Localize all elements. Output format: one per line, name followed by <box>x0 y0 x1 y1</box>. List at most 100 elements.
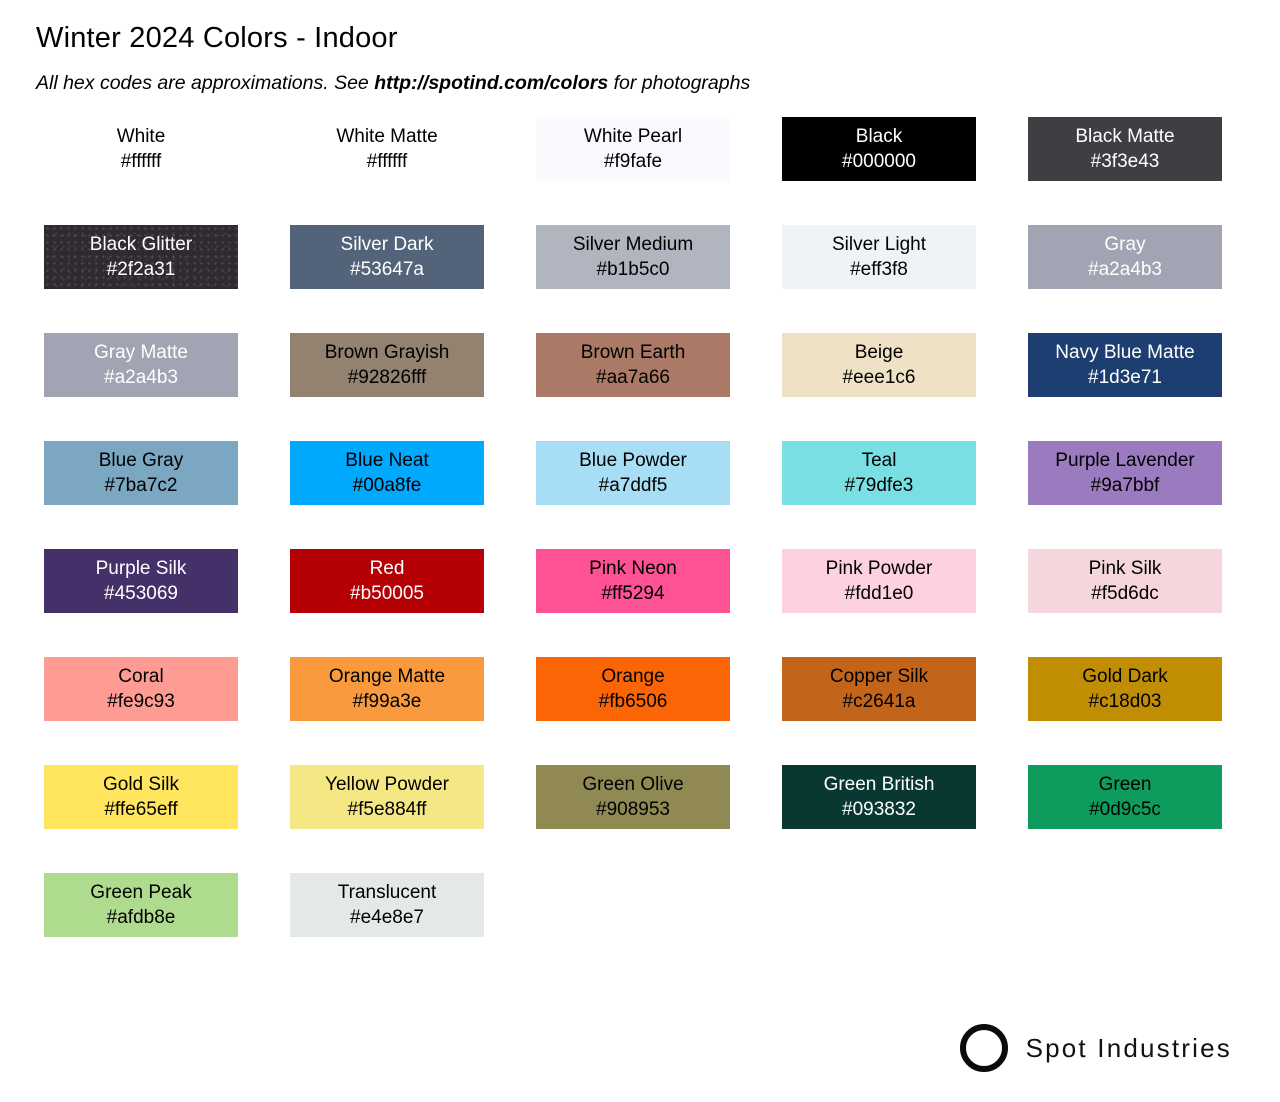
swatch-hex: #e4e8e7 <box>350 907 424 928</box>
swatch-hex: #a7ddf5 <box>598 475 668 496</box>
subtitle-url: http://spotind.com/colors <box>374 72 609 94</box>
color-swatch: Yellow Powder #f5e884ff <box>290 765 484 829</box>
swatch-name: Gray Matte <box>94 342 188 363</box>
page-title: Winter 2024 Colors - Indoor <box>36 22 398 54</box>
swatch-name: Teal <box>861 450 897 471</box>
swatch-name: Gold Silk <box>102 774 180 795</box>
color-swatch: Pink Neon #ff5294 <box>536 549 730 613</box>
color-swatch: Orange Matte #f99a3e <box>290 657 484 721</box>
swatch-name: Green <box>1098 774 1152 795</box>
color-swatch: Teal #79dfe3 <box>782 441 976 505</box>
swatch-hex: #eff3f8 <box>850 259 908 280</box>
swatch-name: Black <box>855 126 903 147</box>
color-swatch: Orange #fb6506 <box>536 657 730 721</box>
swatch-hex: #c18d03 <box>1088 691 1162 712</box>
swatch-hex: #f9fafe <box>603 151 663 172</box>
swatch-hex: #fdd1e0 <box>844 583 914 604</box>
color-swatch: Gold Dark #c18d03 <box>1028 657 1222 721</box>
swatch-name: Navy Blue Matte <box>1055 342 1195 363</box>
swatch-name: Silver Dark <box>340 234 434 255</box>
swatch-name: Silver Medium <box>572 234 694 255</box>
color-swatch-grid: White #ffffff White Matte #ffffff White Pear… <box>44 117 1222 937</box>
color-swatch: Black #000000 <box>782 117 976 181</box>
swatch-hex: #53647a <box>350 259 424 280</box>
swatch-hex: #3f3e43 <box>1090 151 1160 172</box>
swatch-name: Pink Silk <box>1088 558 1162 579</box>
swatch-hex: #ffffff <box>366 151 408 172</box>
swatch-hex: #453069 <box>104 583 178 604</box>
swatch-name: Green British <box>823 774 935 795</box>
swatch-name: Yellow Powder <box>325 774 449 795</box>
subtitle-text-before: All hex codes are approximations. See <box>36 72 375 94</box>
color-swatch: Gold Silk #ffe65eff <box>44 765 238 829</box>
color-swatch: Black Glitter #2f2a31 <box>44 225 238 289</box>
swatch-name: Black Matte <box>1075 126 1175 147</box>
swatch-hex: #b50005 <box>350 583 424 604</box>
swatch-hex: #eee1c6 <box>842 367 916 388</box>
swatch-name: Brown Earth <box>580 342 686 363</box>
color-swatch: Silver Light #eff3f8 <box>782 225 976 289</box>
swatch-name: Green Olive <box>582 774 684 795</box>
swatch-name: Blue Powder <box>579 450 687 471</box>
swatch-name: Brown Grayish <box>324 342 450 363</box>
swatch-hex: #ffe65eff <box>104 799 178 820</box>
swatch-name: Translucent <box>337 882 437 903</box>
color-swatch: Pink Powder #fdd1e0 <box>782 549 976 613</box>
swatch-hex: #b1b5c0 <box>596 259 670 280</box>
swatch-name: Purple Lavender <box>1055 450 1195 471</box>
color-swatch: Coral #fe9c93 <box>44 657 238 721</box>
color-swatch: Green Olive #908953 <box>536 765 730 829</box>
swatch-hex: #2f2a31 <box>106 259 176 280</box>
color-swatch: Gray Matte #a2a4b3 <box>44 333 238 397</box>
color-swatch: Beige #eee1c6 <box>782 333 976 397</box>
swatch-hex: #c2641a <box>842 691 916 712</box>
swatch-hex: #9a7bbf <box>1090 475 1160 496</box>
swatch-hex: #ff5294 <box>601 583 665 604</box>
color-swatch: Red #b50005 <box>290 549 484 613</box>
swatch-hex: #908953 <box>596 799 670 820</box>
swatch-hex: #aa7a66 <box>596 367 670 388</box>
swatch-hex: #ffffff <box>120 151 162 172</box>
color-swatch: White Matte #ffffff <box>290 117 484 181</box>
swatch-name: Orange <box>601 666 665 687</box>
swatch-hex: #fb6506 <box>598 691 668 712</box>
swatch-name: Beige <box>854 342 904 363</box>
swatch-hex: #a2a4b3 <box>1088 259 1162 280</box>
swatch-hex: #afdb8e <box>106 907 176 928</box>
color-swatch: Purple Lavender #9a7bbf <box>1028 441 1222 505</box>
color-swatch: Brown Grayish #92826fff <box>290 333 484 397</box>
swatch-name: Gold Dark <box>1082 666 1168 687</box>
swatch-hex: #92826fff <box>347 367 427 388</box>
swatch-hex: #f5e884ff <box>347 799 427 820</box>
color-swatch: Green British #093832 <box>782 765 976 829</box>
color-swatch: Brown Earth #aa7a66 <box>536 333 730 397</box>
swatch-hex: #000000 <box>842 151 916 172</box>
swatch-hex: #a2a4b3 <box>104 367 178 388</box>
swatch-hex: #0d9c5c <box>1089 799 1161 820</box>
swatch-name: Red <box>369 558 405 579</box>
swatch-hex: #79dfe3 <box>844 475 914 496</box>
swatch-name: Black Glitter <box>89 234 193 255</box>
subtitle: All hex codes are approximations. See ht… <box>36 72 1280 95</box>
circle-ring-icon <box>959 1024 1008 1072</box>
brand-footer: Spot Industries <box>959 1024 1232 1072</box>
swatch-hex: #1d3e71 <box>1088 367 1162 388</box>
color-swatch: Copper Silk #c2641a <box>782 657 976 721</box>
color-swatch: Navy Blue Matte #1d3e71 <box>1028 333 1222 397</box>
color-swatch: Translucent #e4e8e7 <box>290 873 484 937</box>
swatch-hex: #fe9c93 <box>107 691 175 712</box>
swatch-name: Blue Gray <box>98 450 184 471</box>
color-swatch: Green Peak #afdb8e <box>44 873 238 937</box>
color-swatch: Silver Medium #b1b5c0 <box>536 225 730 289</box>
color-swatch: Gray #a2a4b3 <box>1028 225 1222 289</box>
brand-name: Spot Industries <box>1025 1032 1232 1063</box>
color-swatch: Blue Gray #7ba7c2 <box>44 441 238 505</box>
swatch-name: Orange Matte <box>328 666 446 687</box>
swatch-hex: #f99a3e <box>352 691 422 712</box>
color-swatch: White #ffffff <box>44 117 238 181</box>
swatch-name: Copper Silk <box>829 666 929 687</box>
color-swatch: Pink Silk #f5d6dc <box>1028 549 1222 613</box>
color-chart-page: Winter 2024 Colors - Indoor All hex code… <box>0 22 1280 1102</box>
swatch-name: Pink Powder <box>825 558 933 579</box>
swatch-name: Green Peak <box>90 882 192 903</box>
